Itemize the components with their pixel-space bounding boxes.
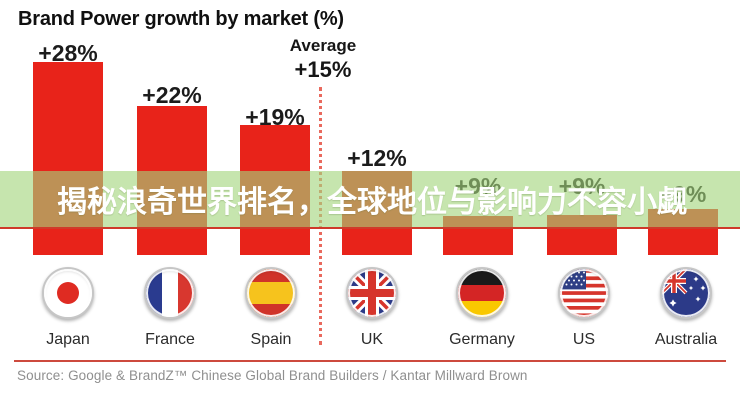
flag-item-spain: Spain: [221, 267, 321, 349]
overlay-banner: 揭秘浪奇世界排名，全球地位与影响力不容小觑: [0, 171, 740, 229]
chart-title: Brand Power growth by market (%): [18, 8, 344, 30]
flag-item-france: France: [120, 267, 220, 349]
uk-flag-icon: [346, 267, 398, 319]
footer-divider: [14, 360, 726, 362]
japan-flag-icon: [42, 267, 94, 319]
country-label: France: [145, 331, 195, 348]
average-value: +15%: [294, 57, 352, 82]
france-flag-icon: [144, 267, 196, 319]
flag-item-japan: Japan: [18, 267, 118, 349]
bar-value-label-japan: +28%: [38, 40, 98, 66]
overlay-headline: 揭秘浪奇世界排名，全球地位与影响力不容小觑: [57, 186, 687, 219]
country-label: Spain: [250, 331, 292, 348]
flag-item-australia: Australia: [636, 267, 736, 349]
bar-value-label-uk: +12%: [347, 145, 407, 171]
country-label: US: [572, 331, 596, 348]
country-label: Germany: [449, 331, 515, 348]
us-flag-icon: [558, 267, 610, 319]
flag-item-us: US: [534, 267, 634, 349]
germany-flag-icon: [456, 267, 508, 319]
bar-value-label-france: +22%: [142, 82, 202, 108]
average-annotation: Average +15%: [253, 36, 393, 83]
country-label: UK: [360, 331, 384, 348]
average-label: Average: [289, 36, 357, 55]
source-attribution: Source: Google & BrandZ™ Chinese Global …: [17, 368, 528, 383]
australia-flag-icon: [660, 267, 712, 319]
country-label: Japan: [46, 331, 90, 348]
flag-item-germany: Germany: [432, 267, 532, 349]
spain-flag-icon: [245, 267, 297, 319]
flag-item-uk: UK: [322, 267, 422, 349]
country-label: Australia: [654, 331, 718, 348]
